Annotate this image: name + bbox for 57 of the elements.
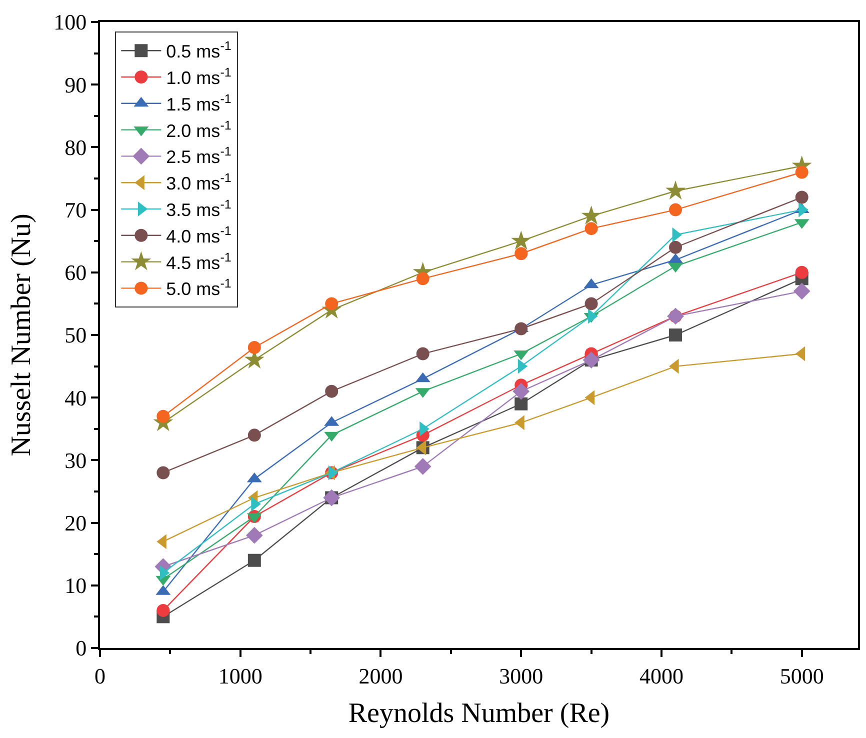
point	[246, 526, 263, 544]
y-tick-label: 60	[64, 260, 87, 286]
point	[511, 230, 532, 250]
point	[248, 554, 261, 567]
point	[584, 297, 598, 310]
point	[325, 384, 338, 398]
point	[416, 347, 430, 360]
legend-label: 0.5 ms$^{-1}$	[166, 39, 232, 62]
legend-label: 1.5 ms$^{-1}$	[166, 92, 232, 114]
point	[795, 190, 808, 204]
y-tick-label: 20	[64, 510, 87, 536]
point	[584, 222, 598, 236]
point	[669, 240, 682, 254]
y-tick-label: 100	[54, 10, 87, 35]
point	[414, 458, 432, 475]
x-tick-label: 2000	[358, 663, 403, 688]
point	[795, 266, 808, 279]
y-axis-title: Nusselt Number (Nu)	[6, 214, 37, 456]
y-tick-label: 40	[64, 385, 87, 410]
legend-label: 4.5 ms$^{-1}$	[166, 250, 232, 273]
x-tick-label: 1000	[218, 663, 262, 688]
point	[416, 272, 430, 286]
legend-label: 1.0 ms$^{-1}$	[166, 65, 232, 88]
x-tick-label: 4000	[639, 663, 684, 688]
y-tick-label: 50	[64, 322, 87, 348]
y-tick-label: 0	[76, 636, 87, 661]
point	[669, 328, 682, 342]
x-axis-title: Reynolds Number (Re)	[348, 698, 610, 729]
y-tick-label: 90	[64, 72, 87, 98]
point	[669, 203, 682, 216]
point	[514, 247, 528, 260]
legend-label: 4.0 ms$^{-1}$	[166, 224, 232, 246]
x-tick-label: 0	[94, 663, 106, 688]
point	[156, 604, 170, 617]
y-tick-label: 70	[64, 198, 87, 222]
y-tick-label: 10	[64, 573, 87, 598]
y-tick-label: 30	[64, 448, 87, 473]
y-tick-label: 80	[64, 134, 87, 160]
point	[248, 341, 261, 354]
point	[156, 410, 170, 423]
point	[514, 397, 528, 410]
point	[512, 382, 530, 400]
point	[666, 180, 686, 200]
point	[325, 297, 338, 310]
point	[156, 466, 170, 480]
point	[581, 206, 602, 225]
legend-label: 3.0 ms$^{-1}$	[166, 171, 232, 194]
x-tick-label: 3000	[499, 663, 544, 688]
legend-label: 2.5 ms$^{-1}$	[166, 144, 232, 168]
point	[514, 322, 528, 336]
point	[248, 428, 261, 442]
legend-label: 2.0 ms$^{-1}$	[166, 118, 232, 141]
legend-label: 3.5 ms$^{-1}$	[166, 197, 232, 220]
x-tick-label: 5000	[780, 663, 824, 688]
point	[795, 166, 808, 179]
point	[793, 282, 810, 300]
legend-label: 5.0 ms$^{-1}$	[166, 276, 232, 300]
